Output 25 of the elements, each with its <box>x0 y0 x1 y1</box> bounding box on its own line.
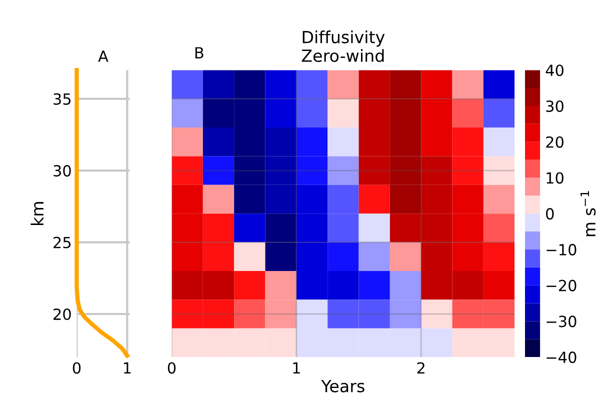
color-bar-label: 40 <box>546 64 564 76</box>
x-tick-label: 2 <box>417 362 424 374</box>
x-tick-label: 0 <box>72 362 81 374</box>
y-axis-title: km <box>30 202 44 226</box>
color-bar-label: 0 <box>546 208 554 220</box>
x-axis-title: Years <box>321 380 364 392</box>
color-bar-label: −20 <box>546 280 576 292</box>
color-bar-label: 30 <box>546 100 564 112</box>
x-tick-label: 1 <box>124 362 131 374</box>
color-bar-title: m s$^{−1}$ <box>580 191 596 236</box>
color-bar-label: −30 <box>546 316 576 328</box>
text: B <box>195 47 204 58</box>
y-tick-label: 20 <box>54 308 71 320</box>
color-bar-label: 20 <box>546 136 564 148</box>
chart-title: A <box>98 50 108 62</box>
y-tick-label: 25 <box>54 236 71 248</box>
color-bar-label: −40 <box>546 352 576 364</box>
y-tick-label: 35 <box>54 93 71 105</box>
x-tick-label: 1 <box>293 362 300 374</box>
color-bar-label: 10 <box>546 172 564 184</box>
chart-title: Diffusivity Zero-wind <box>302 30 385 62</box>
line-series <box>74 68 130 358</box>
color-bar-label: −10 <box>546 244 576 256</box>
x-tick-label: 0 <box>168 362 176 374</box>
y-tick-label: 30 <box>54 165 71 177</box>
